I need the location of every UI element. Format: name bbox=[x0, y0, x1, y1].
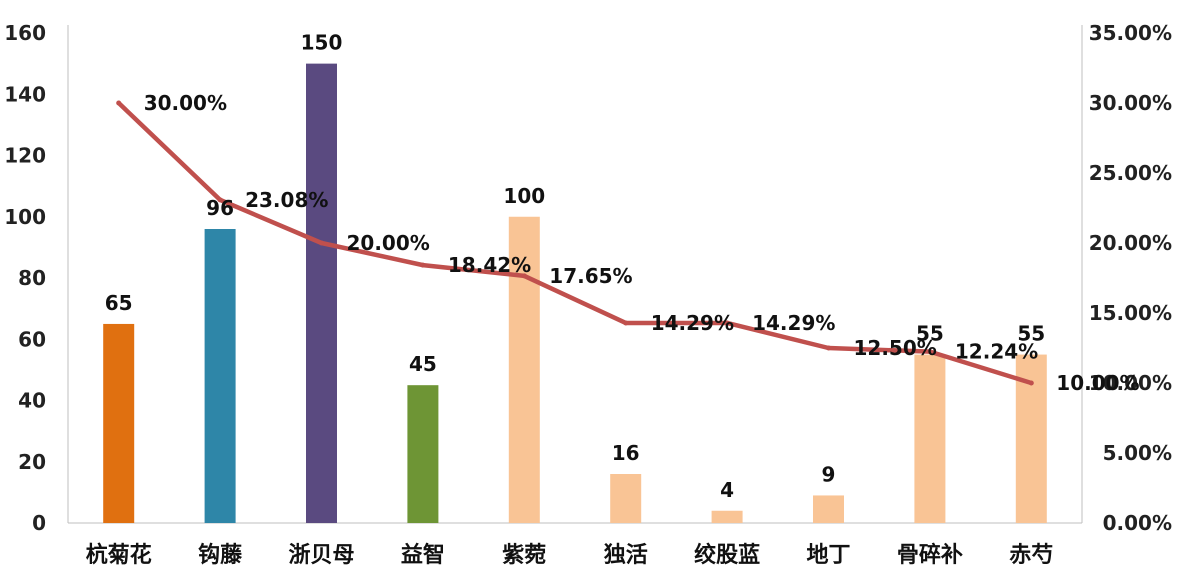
right-tick-label: 25.00% bbox=[1089, 161, 1172, 185]
bar-value-label: 45 bbox=[409, 352, 437, 376]
line-point bbox=[724, 320, 730, 326]
line-point bbox=[927, 349, 933, 355]
category-label: 浙贝母 bbox=[288, 543, 354, 568]
right-tick-label: 35.00% bbox=[1089, 21, 1172, 45]
line-value-label: 12.24% bbox=[955, 340, 1038, 364]
line-series bbox=[116, 100, 1034, 386]
bar bbox=[610, 474, 642, 523]
left-tick-label: 80 bbox=[18, 266, 46, 290]
line-value-label: 18.42% bbox=[448, 253, 531, 277]
left-tick-label: 60 bbox=[18, 327, 46, 351]
bar bbox=[103, 323, 135, 523]
bar-value-label: 4 bbox=[720, 478, 734, 502]
line-value-label: 20.00% bbox=[347, 231, 430, 255]
category-label: 独活 bbox=[604, 543, 648, 568]
line-value-label: 14.29% bbox=[651, 311, 734, 335]
line-point bbox=[521, 273, 527, 279]
bar-value-label: 65 bbox=[105, 291, 133, 315]
bar-value-label: 55 bbox=[916, 322, 944, 346]
bar bbox=[914, 354, 946, 523]
bar-series bbox=[103, 63, 1047, 523]
bar-value-label: 55 bbox=[1017, 322, 1045, 346]
bar bbox=[407, 385, 439, 523]
left-tick-label: 40 bbox=[18, 389, 46, 413]
line-point bbox=[420, 262, 426, 268]
left-tick-label: 120 bbox=[4, 144, 46, 168]
line-value-label: 17.65% bbox=[549, 264, 632, 288]
bar bbox=[204, 229, 236, 523]
category-label: 紫菀 bbox=[502, 542, 546, 568]
data-labels: 65 96 150 45 100 16 4 9 55 55 30.00% 23.08% 20.00% 18… bbox=[105, 31, 1140, 502]
bar bbox=[508, 216, 540, 523]
left-tick-label: 20 bbox=[18, 450, 46, 474]
line-point bbox=[826, 345, 831, 351]
line-value-label: 12.50% bbox=[854, 336, 937, 360]
right-tick-label: 5.00% bbox=[1103, 441, 1172, 465]
line-point bbox=[217, 197, 223, 203]
line-point bbox=[116, 100, 122, 106]
bar-value-label: 16 bbox=[612, 441, 640, 465]
line-point bbox=[623, 320, 629, 326]
line-value-label: 30.00% bbox=[144, 91, 227, 115]
bar-value-label: 150 bbox=[301, 31, 343, 55]
category-label: 赤芍 bbox=[1009, 542, 1053, 568]
right-tick-label: 0.00% bbox=[1103, 511, 1172, 535]
line-point bbox=[1028, 380, 1034, 386]
right-tick-label: 15.00% bbox=[1089, 301, 1172, 325]
bar-value-label: 100 bbox=[503, 184, 545, 208]
line-point bbox=[319, 240, 324, 246]
right-tick-label: 30.00% bbox=[1089, 91, 1172, 115]
bar-value-label: 9 bbox=[822, 462, 836, 486]
right-tick-label: 10.00% bbox=[1089, 371, 1172, 395]
bar-value-label: 96 bbox=[206, 196, 234, 220]
right-tick-label: 20.00% bbox=[1089, 231, 1172, 255]
left-tick-label: 140 bbox=[4, 82, 46, 106]
category-label: 骨碎补 bbox=[897, 542, 963, 568]
line-value-label: 10.00% bbox=[1056, 371, 1139, 395]
line-path bbox=[116, 100, 1034, 386]
left-tick-label: 100 bbox=[4, 205, 46, 229]
category-label: 地丁 bbox=[806, 543, 850, 568]
category-label: 钩藤 bbox=[198, 542, 243, 568]
left-tick-label: 160 bbox=[4, 21, 46, 45]
category-label: 益智 bbox=[401, 542, 445, 568]
left-tick-label: 0 bbox=[32, 511, 46, 535]
category-label: 杭菊花 bbox=[86, 542, 152, 568]
line-value-label: 14.29% bbox=[752, 311, 835, 335]
bar bbox=[306, 63, 337, 523]
bar bbox=[711, 510, 743, 523]
line-value-label: 23.08% bbox=[245, 188, 328, 212]
bar bbox=[813, 495, 844, 523]
axes: 0 20 40 60 80 100 120 140 160 0.00% 5.00% 10.00% 15.… bbox=[4, 21, 1172, 568]
category-label: 绞股蓝 bbox=[694, 542, 760, 568]
